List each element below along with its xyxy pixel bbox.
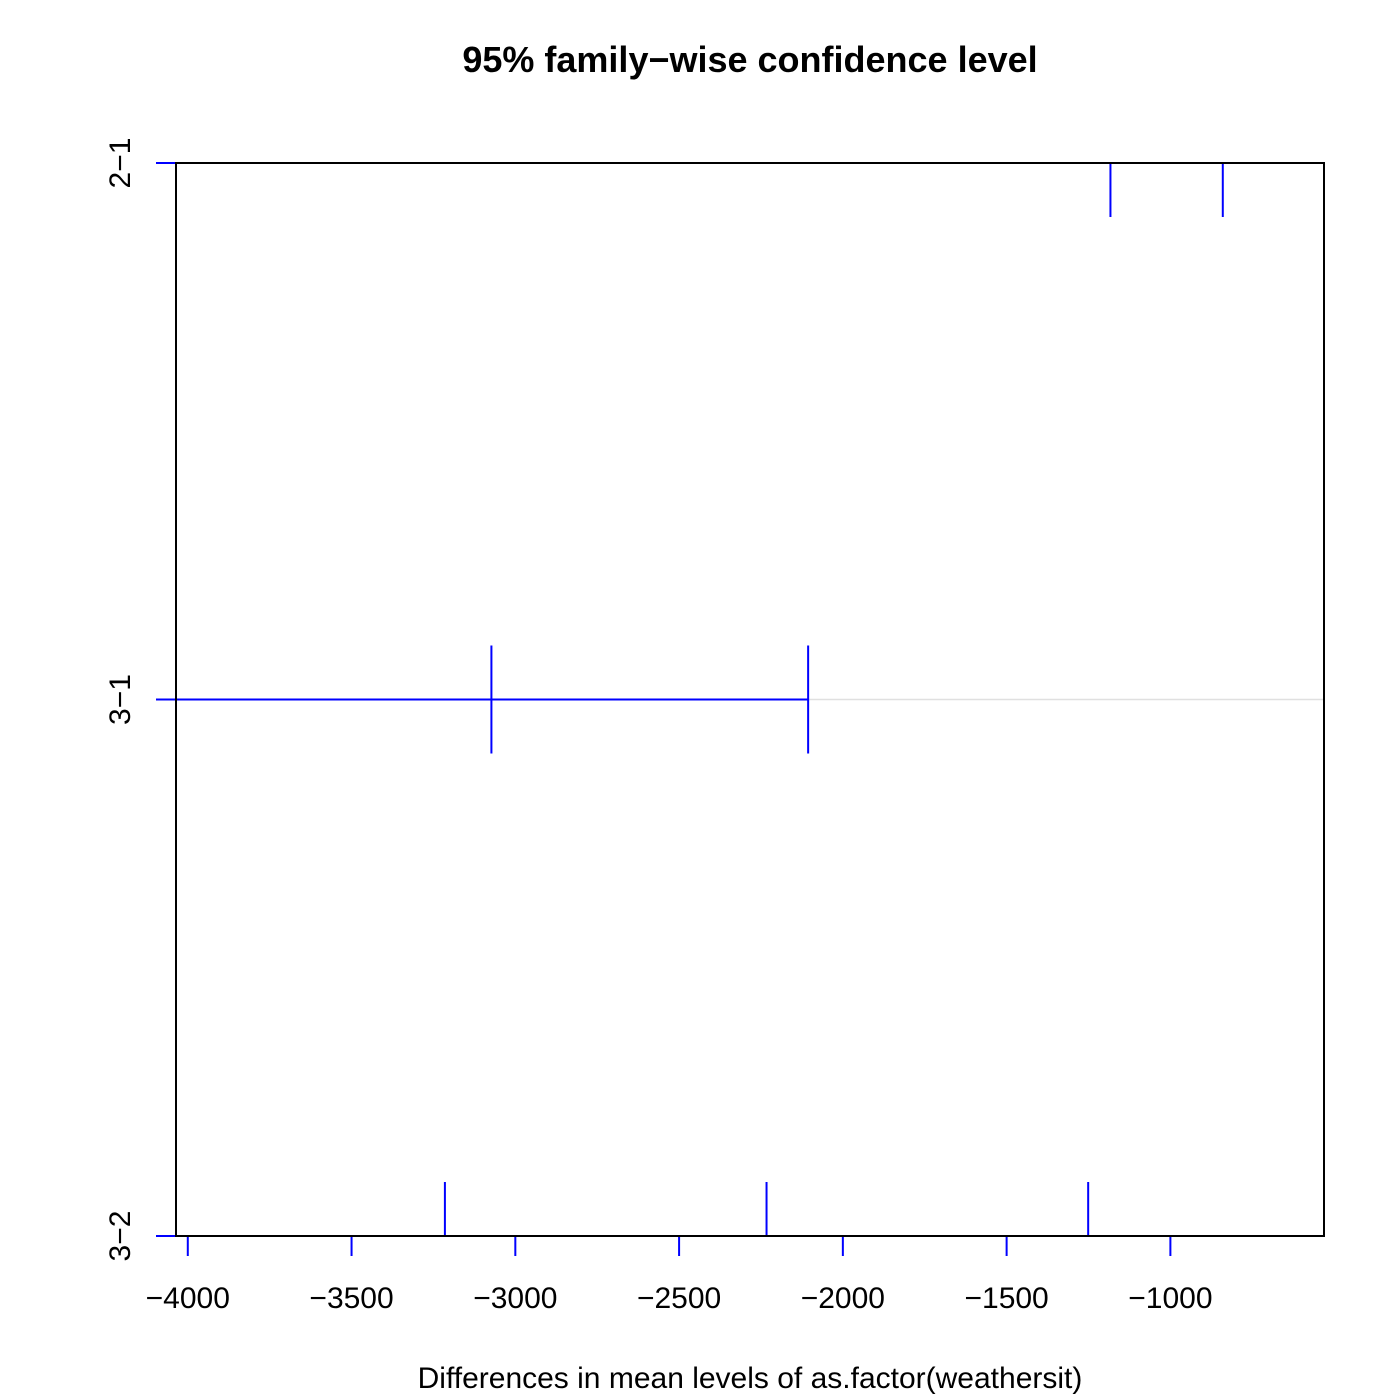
x-tick-label: −2000 [801, 1282, 885, 1315]
chart-title: 95% family−wise confidence level [462, 39, 1037, 80]
y-tick-label: 2−1 [104, 138, 137, 189]
y-axis: 2−1 3−1 3−2 [104, 138, 176, 1262]
x-tick-label: −1500 [964, 1282, 1048, 1315]
plot-area [176, 163, 1324, 1236]
y-tick-label: 3−2 [104, 1211, 137, 1262]
x-tick-label: −1000 [1128, 1282, 1212, 1315]
x-tick-label: −2500 [637, 1282, 721, 1315]
x-tick-label: −4000 [146, 1282, 230, 1315]
x-tick-label: −3500 [309, 1282, 393, 1315]
x-tick-label: −3000 [473, 1282, 557, 1315]
plot-frame [175, 162, 1325, 1237]
x-axis: −4000 −3500 −3000 −2500 −2000 −1500 −1000 [146, 1236, 1213, 1315]
x-axis-label: Differences in mean levels of as.factor(… [418, 1362, 1083, 1395]
y-tick-label: 3−1 [104, 674, 137, 725]
